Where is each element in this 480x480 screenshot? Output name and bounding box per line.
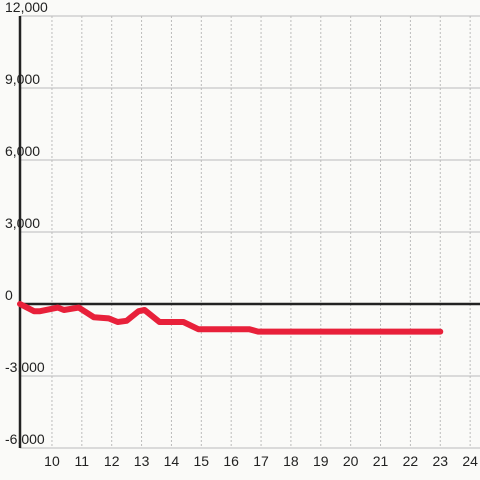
- x-tick-label: 16: [223, 453, 239, 469]
- y-tick-label: -6,000: [5, 431, 45, 447]
- x-tick-label: 11: [75, 453, 90, 469]
- x-tick-label: 24: [462, 453, 478, 469]
- y-tick-label: -3,000: [5, 359, 45, 375]
- x-tick-label: 13: [134, 453, 150, 469]
- x-tick-label: 19: [313, 453, 329, 469]
- x-tick-label: 20: [343, 453, 359, 469]
- y-tick-label: 0: [5, 287, 13, 303]
- y-tick-label: 12,000: [5, 0, 48, 15]
- x-tick-label: 17: [253, 453, 269, 469]
- x-tick-label: 15: [194, 453, 210, 469]
- y-tick-label: 9,000: [5, 71, 40, 87]
- x-tick-label: 21: [373, 453, 389, 469]
- x-tick-label: 23: [432, 453, 448, 469]
- x-tick-label: 22: [403, 453, 419, 469]
- y-tick-label: 3,000: [5, 215, 40, 231]
- x-tick-label: 18: [283, 453, 299, 469]
- y-tick-label: 6,000: [5, 143, 40, 159]
- data-line: [17, 301, 444, 335]
- x-tick-label: 12: [104, 453, 120, 469]
- x-tick-label: 14: [164, 453, 180, 469]
- x-tick-label: 10: [44, 453, 60, 469]
